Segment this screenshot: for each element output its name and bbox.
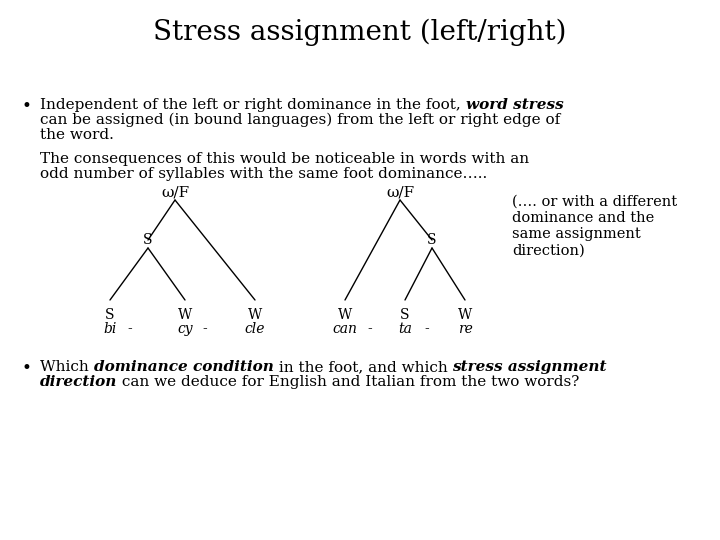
Text: ω/F: ω/F xyxy=(161,185,189,199)
Text: W: W xyxy=(178,308,192,322)
Text: Independent of the left or right dominance in the foot,: Independent of the left or right dominan… xyxy=(40,98,466,112)
Text: can: can xyxy=(333,322,357,336)
Text: W: W xyxy=(248,308,262,322)
Text: W: W xyxy=(458,308,472,322)
Text: the word.: the word. xyxy=(40,128,114,142)
Text: W: W xyxy=(338,308,352,322)
Text: direction: direction xyxy=(40,375,117,389)
Text: can we deduce for English and Italian from the two words?: can we deduce for English and Italian fr… xyxy=(117,375,580,389)
Text: (…. or with a different
dominance and the
same assignment
direction): (…. or with a different dominance and th… xyxy=(512,195,677,258)
Text: can be assigned (in bound languages) from the left or right edge of: can be assigned (in bound languages) fro… xyxy=(40,113,560,127)
Text: S: S xyxy=(105,308,114,322)
Text: stress assignment: stress assignment xyxy=(452,360,607,374)
Text: The consequences of this would be noticeable in words with an: The consequences of this would be notice… xyxy=(40,152,529,166)
Text: cle: cle xyxy=(245,322,265,336)
Text: -: - xyxy=(368,322,372,336)
Text: bi: bi xyxy=(103,322,117,336)
Text: word stress: word stress xyxy=(466,98,563,112)
Text: Which: Which xyxy=(40,360,94,374)
Text: •: • xyxy=(22,360,32,377)
Text: -: - xyxy=(425,322,429,336)
Text: dominance condition: dominance condition xyxy=(94,360,274,374)
Text: ta: ta xyxy=(398,322,412,336)
Text: cy: cy xyxy=(177,322,193,336)
Text: S: S xyxy=(143,233,153,247)
Text: S: S xyxy=(400,308,410,322)
Text: -: - xyxy=(202,322,207,336)
Text: ω/F: ω/F xyxy=(386,185,414,199)
Text: -: - xyxy=(127,322,132,336)
Text: re: re xyxy=(458,322,472,336)
Text: in the foot, and which: in the foot, and which xyxy=(274,360,452,374)
Text: S: S xyxy=(427,233,437,247)
Text: Stress assignment (left/right): Stress assignment (left/right) xyxy=(153,18,567,46)
Text: odd number of syllables with the same foot dominance…..: odd number of syllables with the same fo… xyxy=(40,167,487,181)
Text: •: • xyxy=(22,98,32,115)
